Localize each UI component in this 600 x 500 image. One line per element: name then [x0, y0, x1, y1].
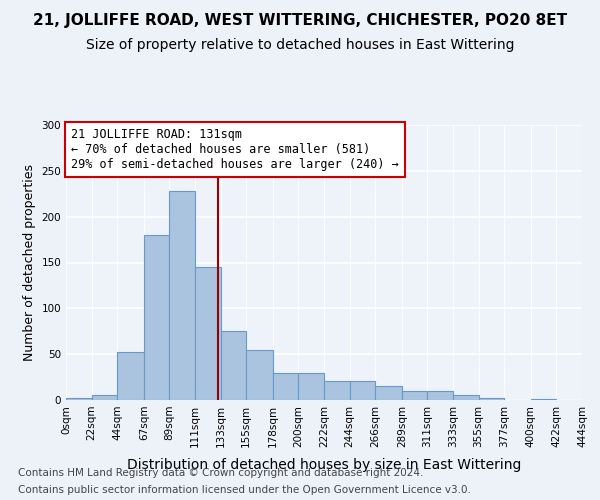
Bar	[453, 396, 479, 400]
X-axis label: Distribution of detached houses by size in East Wittering: Distribution of detached houses by size …	[127, 458, 521, 472]
Bar	[246, 350, 273, 400]
Bar	[350, 381, 375, 400]
Bar	[144, 235, 169, 400]
Text: Contains public sector information licensed under the Open Government Licence v3: Contains public sector information licen…	[18, 485, 471, 495]
Bar	[531, 399, 556, 400]
Bar	[169, 191, 195, 400]
Y-axis label: Number of detached properties: Number of detached properties	[23, 164, 36, 361]
Bar	[117, 352, 144, 400]
Bar	[479, 398, 504, 400]
Bar	[402, 391, 427, 400]
Bar	[324, 381, 350, 400]
Bar	[375, 386, 402, 400]
Bar	[195, 267, 221, 400]
Bar	[298, 372, 324, 400]
Text: Contains HM Land Registry data © Crown copyright and database right 2024.: Contains HM Land Registry data © Crown c…	[18, 468, 424, 477]
Bar	[221, 331, 246, 400]
Bar	[92, 394, 117, 400]
Bar	[582, 399, 600, 400]
Text: 21, JOLLIFFE ROAD, WEST WITTERING, CHICHESTER, PO20 8ET: 21, JOLLIFFE ROAD, WEST WITTERING, CHICH…	[33, 12, 567, 28]
Text: 21 JOLLIFFE ROAD: 131sqm
← 70% of detached houses are smaller (581)
29% of semi-: 21 JOLLIFFE ROAD: 131sqm ← 70% of detach…	[71, 128, 399, 171]
Bar	[273, 372, 298, 400]
Text: Size of property relative to detached houses in East Wittering: Size of property relative to detached ho…	[86, 38, 514, 52]
Bar	[66, 398, 92, 400]
Bar	[427, 391, 453, 400]
